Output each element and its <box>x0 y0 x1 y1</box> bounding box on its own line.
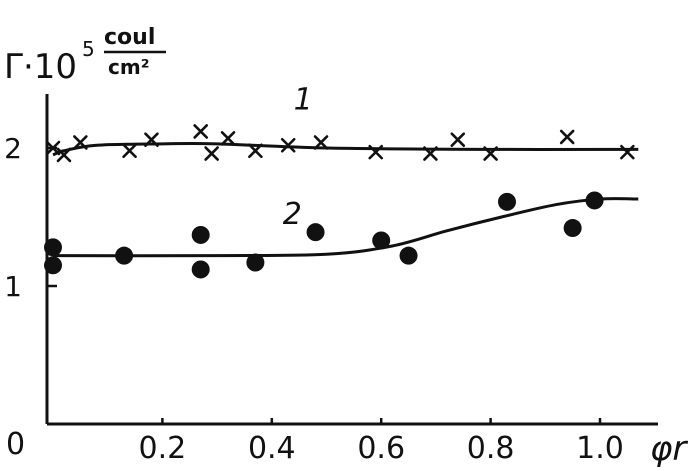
series-1-point <box>220 131 236 146</box>
series-2-point <box>191 225 210 244</box>
series-1-point <box>56 147 72 163</box>
series-1-point <box>423 146 438 161</box>
fitted-curves <box>52 141 639 258</box>
series-2-curve <box>52 197 639 258</box>
series-1-point <box>280 137 296 153</box>
series-1-curve <box>52 141 639 157</box>
y-axis-title-prefix: Γ·10 <box>4 47 77 87</box>
series-1-label: 1 <box>294 82 313 117</box>
y-ticks: 12 <box>4 132 57 303</box>
series-2-point <box>44 256 62 275</box>
series-2-point <box>306 223 325 242</box>
series-1-point <box>450 132 466 148</box>
series-1-point <box>193 124 208 139</box>
y-axis-title-exponent: 5 <box>82 37 95 61</box>
series-2-point <box>399 246 418 265</box>
series-2-label: 2 <box>283 197 302 232</box>
x-tick-label: 0.6 <box>357 431 405 466</box>
series-labels: 12 <box>283 82 313 232</box>
series-2-point <box>44 238 62 257</box>
y-tick-label: 2 <box>4 132 22 165</box>
series-2-point <box>585 191 604 210</box>
x-tick-label: 1.0 <box>576 431 624 466</box>
x-ticks: 0.2 0.4 0.6 0.8 1.0 <box>139 418 624 466</box>
y-axis-unit-numerator: coul <box>104 25 155 50</box>
series-1-point <box>204 146 219 161</box>
series-2-point <box>372 231 391 250</box>
series-2-point <box>191 260 210 279</box>
series-2-point <box>498 192 517 211</box>
series-1-point <box>559 129 575 145</box>
y-axis-unit-denominator: cm² <box>108 55 149 79</box>
series-1-point <box>483 146 498 161</box>
series-1-point <box>368 144 384 160</box>
series-1-point <box>313 135 329 150</box>
series-1-point <box>144 132 159 148</box>
series-2-point <box>246 253 265 272</box>
series-1-point <box>620 144 635 160</box>
data-points <box>44 124 635 279</box>
x-tick-label: 0.8 <box>467 431 515 466</box>
y-axis-title: Γ·10 5 coul cm² <box>4 25 166 87</box>
x-tick-label: 0.4 <box>248 431 296 466</box>
series-1-point <box>122 143 137 159</box>
series-1-point <box>248 143 263 159</box>
series-1-point <box>73 135 88 150</box>
series-2-point <box>115 246 134 265</box>
x-axis-title: φr <box>650 429 688 469</box>
x-tick-label: 0.2 <box>139 431 187 466</box>
series-1-point <box>45 140 61 156</box>
origin-label: 0 <box>6 427 25 462</box>
series-2-point <box>563 219 582 238</box>
y-tick-label: 1 <box>4 270 22 303</box>
